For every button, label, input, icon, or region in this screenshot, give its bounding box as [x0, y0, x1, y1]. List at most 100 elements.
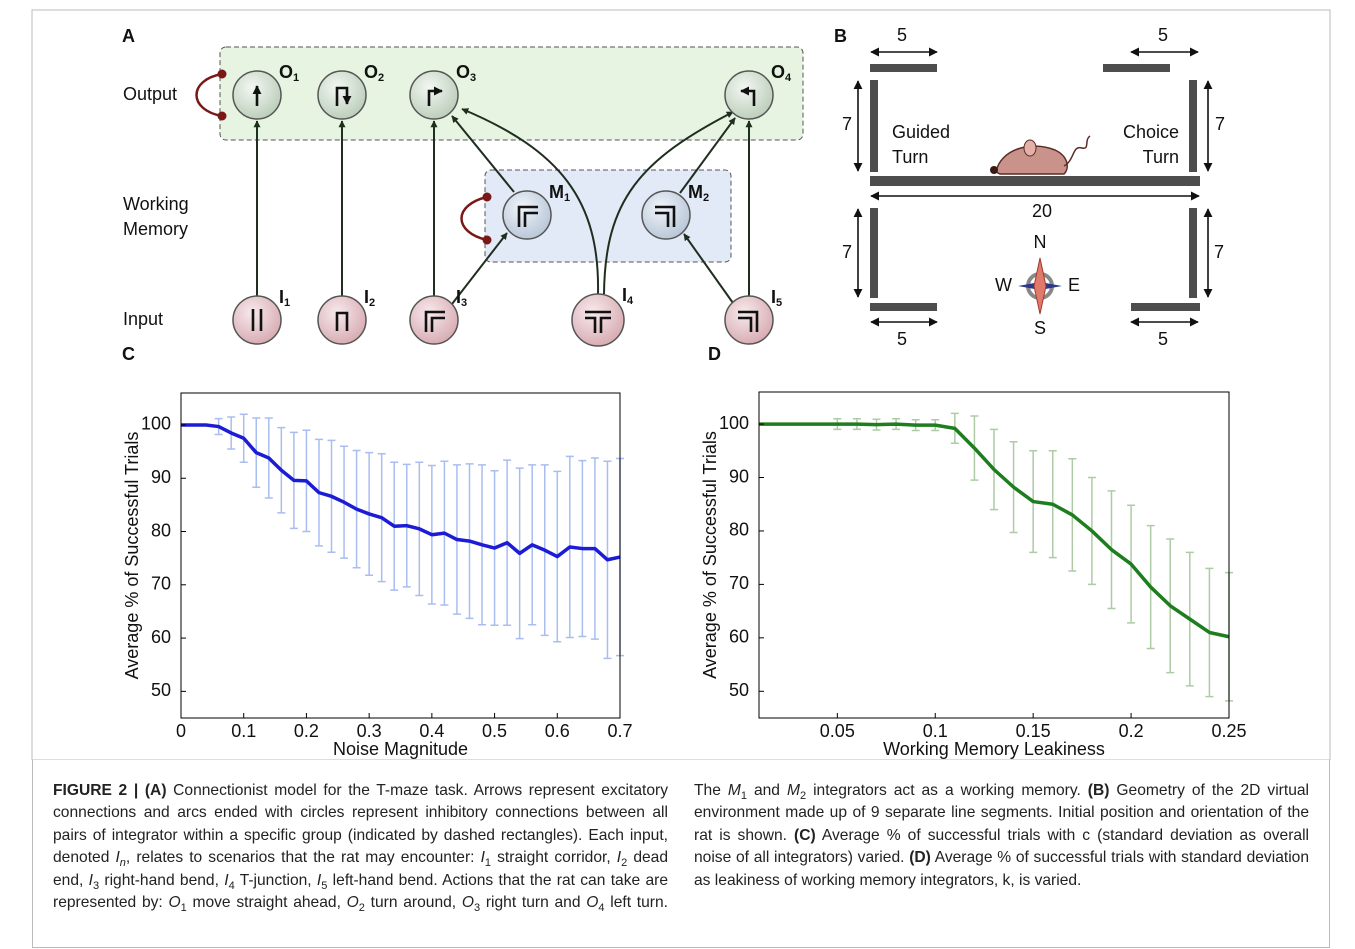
caption-text: O: [461, 894, 474, 912]
caption-text: 5: [321, 879, 328, 892]
caption-text: M: [727, 782, 741, 799]
rat-ear: [1023, 139, 1037, 157]
caption-text: O: [586, 894, 599, 912]
dimension-label: 7: [842, 242, 852, 262]
caption-text: (B): [1087, 782, 1110, 799]
caption-text: (D): [909, 849, 931, 867]
node-index: 2: [378, 72, 384, 84]
connection-arrow: [683, 233, 734, 304]
caption-text: I: [88, 871, 93, 889]
x-tick-label: 0.05: [820, 721, 855, 741]
row-label: Output: [123, 84, 177, 104]
caption-text: integrators act as a working memory.: [806, 782, 1088, 799]
node-index: 3: [461, 297, 467, 309]
node-index: 3: [470, 72, 476, 84]
caption-text: Connectionist model for the T-maze task.…: [53, 782, 668, 867]
maze-wall: [1103, 64, 1170, 72]
panel-label: A: [122, 26, 135, 46]
y-tick-label: 100: [719, 413, 749, 433]
data-line: [759, 422, 1230, 639]
node-glyph: [427, 86, 443, 106]
caption-text: Geometry of the 2D virtual environment m…: [694, 782, 1310, 844]
caption-text: 1: [180, 902, 187, 915]
caption-text: 1: [740, 790, 747, 803]
maze-wall: [870, 64, 937, 72]
node: [232, 295, 282, 345]
turn-label: Turn: [892, 147, 928, 167]
panel-label: B: [834, 26, 847, 46]
x-tick-label: 0.7: [607, 721, 632, 741]
connection-arrow: [451, 115, 515, 193]
caption-text: I: [616, 849, 622, 867]
node-label: I5: [771, 287, 782, 309]
caption-text: T-junction,: [234, 871, 317, 889]
node-letter: O: [456, 62, 470, 82]
y-axis-label: Average % of Successful Trials: [700, 431, 720, 679]
caption-text: dead end,: [53, 849, 669, 889]
node-label: O4: [771, 62, 792, 84]
compass-label: S: [1034, 318, 1046, 338]
caption-text: 2: [358, 902, 365, 915]
node-index: 1: [284, 297, 290, 309]
x-axis-label: Working Memory Leakiness: [883, 739, 1105, 759]
plot-frame: [180, 392, 621, 719]
inhibitory-end: [482, 235, 492, 245]
node-index: 4: [627, 295, 634, 307]
caption-text: n: [119, 857, 126, 870]
turn-label: Turn: [1143, 147, 1179, 167]
turn-label: Guided: [892, 122, 950, 142]
y-tick-label: 50: [729, 680, 749, 700]
node-index: 1: [564, 192, 570, 204]
node-glyph: [655, 205, 676, 227]
node-glyph: [335, 86, 352, 106]
connection-arrow: [679, 117, 736, 194]
caption-text: 2: [621, 857, 628, 870]
x-tick-label: 0.1: [923, 721, 948, 741]
figure-frame: [31, 9, 1331, 760]
node-letter: M: [549, 182, 564, 202]
y-tick-label: 70: [151, 574, 171, 594]
node-label: I2: [364, 287, 375, 309]
caption-text: M: [786, 782, 800, 799]
dimension-label: 20: [1032, 201, 1052, 221]
caption-text: O: [168, 894, 181, 912]
turn-label: Choice: [1123, 122, 1179, 142]
dimension-label: 5: [897, 329, 907, 349]
node: [724, 295, 774, 345]
node-label: O1: [279, 62, 299, 84]
dimension-label: 7: [1215, 114, 1225, 134]
caption-text: 4: [228, 879, 235, 892]
caption-text: and: [746, 782, 787, 799]
inhibitory-end: [482, 192, 492, 202]
y-tick-label: 50: [151, 680, 171, 700]
maze-wall: [870, 176, 1200, 186]
x-tick-label: 0.2: [294, 721, 319, 741]
compass-label: N: [1034, 232, 1047, 252]
node-letter: I: [622, 285, 627, 305]
row-label: Memory: [123, 219, 188, 239]
maze-wall: [1189, 208, 1197, 298]
dimension-label: 5: [1158, 25, 1168, 45]
inhibitory-end: [217, 111, 227, 121]
node: [409, 295, 459, 345]
caption: FIGURE 2 | (A) Connectionist model for t…: [32, 760, 1330, 948]
caption-text: straight corridor,: [491, 849, 617, 867]
node-glyph: [738, 310, 759, 332]
node-index: 1: [293, 72, 299, 84]
output-group: [219, 46, 804, 141]
connection-arrow: [603, 111, 734, 295]
node-index: 2: [369, 297, 375, 309]
row-label: Input: [123, 309, 163, 329]
maze-wall: [870, 303, 937, 311]
node-label: O3: [456, 62, 476, 84]
row-label: Working: [123, 194, 189, 214]
y-tick-label: 90: [729, 466, 749, 486]
rat-tail: [1063, 135, 1091, 167]
y-tick-label: 90: [151, 467, 171, 487]
y-tick-label: 60: [151, 627, 171, 647]
node-index: 2: [703, 192, 709, 204]
node-glyph: [517, 205, 538, 227]
y-axis-label: Average % of Successful Trials: [122, 432, 142, 680]
caption-text: 3: [474, 902, 481, 915]
x-tick-label: 0.4: [419, 721, 444, 741]
